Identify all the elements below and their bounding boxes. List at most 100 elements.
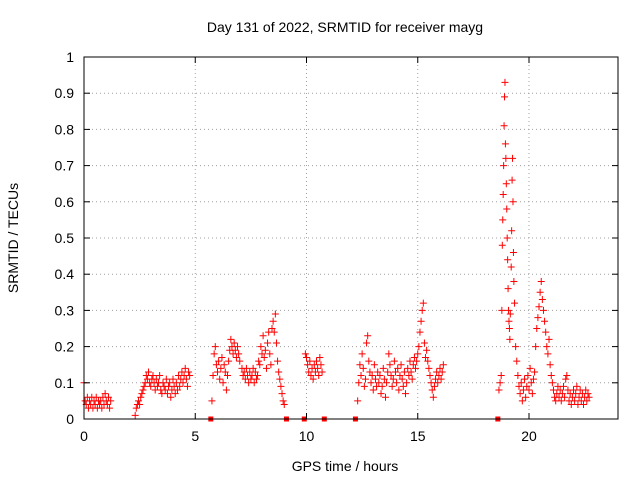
data-point	[277, 382, 285, 390]
data-point	[260, 353, 268, 361]
data-point	[424, 357, 432, 365]
data-point	[220, 361, 228, 369]
data-point	[541, 317, 549, 325]
data-point	[313, 357, 321, 365]
data-point	[162, 375, 170, 383]
data-point	[413, 357, 421, 365]
data-point	[171, 390, 179, 398]
data-point	[371, 375, 379, 383]
data-point	[218, 353, 226, 361]
y-tick-label: 0.6	[55, 194, 75, 210]
data-point	[137, 393, 145, 401]
data-point	[379, 364, 387, 372]
data-point	[380, 375, 388, 383]
data-point	[419, 299, 427, 307]
data-point	[498, 306, 506, 314]
data-point	[509, 154, 517, 162]
data-point	[183, 382, 191, 390]
data-point	[526, 364, 534, 372]
data-point	[377, 390, 385, 398]
data-point	[276, 375, 284, 383]
data-point	[176, 382, 184, 390]
data-point	[414, 350, 422, 358]
data-point	[510, 277, 518, 285]
data-point	[390, 357, 398, 365]
data-point	[517, 379, 525, 387]
data-point	[562, 375, 570, 383]
data-point	[358, 350, 366, 358]
data-point	[387, 372, 395, 380]
data-point	[166, 379, 174, 387]
data-point	[497, 372, 505, 380]
data-point	[508, 176, 516, 184]
data-point	[505, 317, 513, 325]
data-point	[558, 390, 566, 398]
data-point	[518, 397, 526, 405]
data-point	[232, 353, 240, 361]
data-point	[208, 397, 216, 405]
data-point	[365, 357, 373, 365]
data-point	[318, 368, 326, 376]
data-point	[509, 248, 517, 256]
data-point	[216, 375, 224, 383]
data-point	[252, 375, 260, 383]
data-point	[427, 379, 435, 387]
data-point	[408, 375, 416, 383]
data-point	[224, 372, 232, 380]
y-axis-title: SRMTID / TECUs	[5, 183, 21, 293]
data-point	[250, 379, 258, 387]
data-point	[548, 379, 556, 387]
data-point	[280, 401, 288, 409]
data-point	[261, 346, 269, 354]
data-point	[186, 372, 194, 380]
data-point	[217, 364, 225, 372]
data-point	[132, 404, 140, 412]
data-point	[242, 364, 250, 372]
data-point	[310, 361, 318, 369]
data-point	[403, 379, 411, 387]
data-point	[106, 404, 114, 412]
data-point	[256, 361, 264, 369]
data-point	[156, 372, 164, 380]
data-point	[499, 216, 507, 224]
data-point	[270, 328, 278, 336]
data-point	[182, 375, 190, 383]
data-point	[306, 357, 314, 365]
data-point	[438, 368, 446, 376]
data-point	[415, 343, 423, 351]
data-point	[249, 364, 257, 372]
data-point	[368, 372, 376, 380]
data-point	[179, 379, 187, 387]
data-point	[536, 288, 544, 296]
data-point	[549, 386, 557, 394]
data-point	[515, 382, 523, 390]
data-point	[436, 364, 444, 372]
data-point	[360, 382, 368, 390]
data-point	[537, 277, 545, 285]
data-point	[572, 390, 580, 398]
y-tick-label: 0.1	[55, 375, 75, 391]
data-point	[210, 350, 218, 358]
data-point	[398, 375, 406, 383]
data-point	[258, 350, 266, 358]
data-point	[570, 386, 577, 394]
data-point	[561, 393, 569, 401]
data-point	[251, 368, 259, 376]
data-point	[153, 382, 161, 390]
data-point	[503, 234, 511, 242]
data-point	[584, 390, 592, 398]
data-point	[159, 379, 167, 387]
data-point	[573, 382, 581, 390]
data-point	[363, 339, 371, 347]
data-point	[215, 357, 223, 365]
data-point	[397, 361, 405, 369]
y-tick-label: 0.8	[55, 121, 75, 137]
data-point	[404, 364, 412, 372]
data-point	[417, 317, 425, 325]
data-point	[161, 386, 169, 394]
data-point	[527, 379, 535, 387]
data-point	[400, 368, 408, 376]
data-point	[559, 382, 567, 390]
data-points	[80, 78, 593, 422]
data-point	[556, 386, 564, 394]
